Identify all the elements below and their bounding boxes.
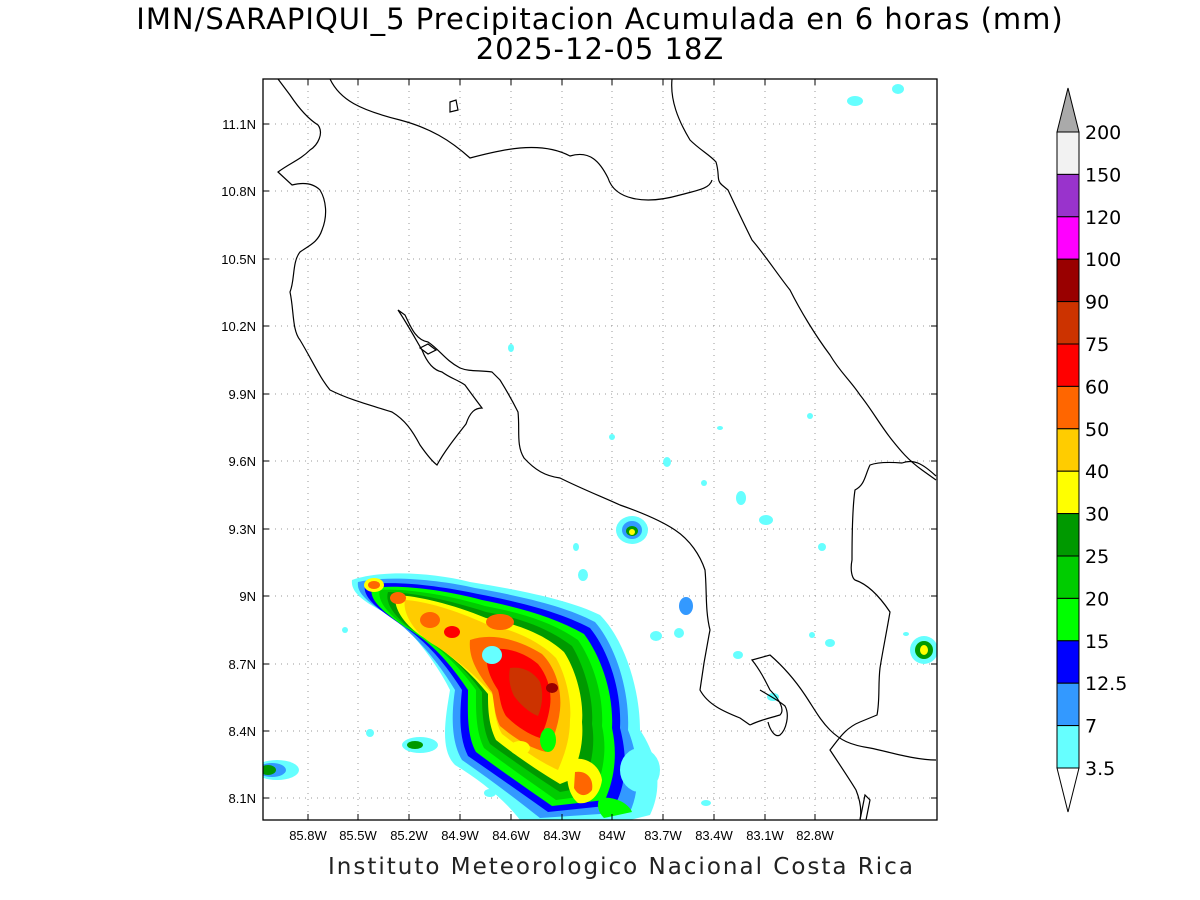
x-tick-label: 84W <box>599 828 626 843</box>
y-tick-label: 10.5N <box>221 252 256 267</box>
x-tick-label: 84.6W <box>492 828 530 843</box>
colorbar-label: 12.5 <box>1085 673 1127 695</box>
rain-cluster-south <box>351 573 658 820</box>
colorbar-under-arrow <box>1056 767 1080 813</box>
colorbar-swatch <box>1056 131 1080 175</box>
x-tick-label: 83.7W <box>644 828 682 843</box>
y-tick-label: 9.3N <box>229 522 256 537</box>
colorbar-label: 120 <box>1085 207 1121 229</box>
plot-frame <box>262 78 938 821</box>
colorbar-swatch <box>1056 725 1080 769</box>
y-tick-label: 9.9N <box>229 387 256 402</box>
x-tick-label: 84.3W <box>543 828 581 843</box>
caribbean-coast <box>671 79 937 481</box>
colorbar-label: 90 <box>1085 292 1109 314</box>
x-tick-label: 82.8W <box>796 828 834 843</box>
nicaragua-border <box>329 79 713 201</box>
colorbar-label: 20 <box>1085 588 1109 610</box>
map-subtitle: 2025-12-05 18Z <box>475 32 725 66</box>
y-tick-label: 8.7N <box>229 657 256 672</box>
lake-shore <box>449 99 459 113</box>
colorbar-label: 7 <box>1085 716 1097 738</box>
map-title: IMN/SARAPIQUI_5 Precipitacion Acumulada … <box>136 2 1064 36</box>
gulf-dulce-coast <box>759 689 788 737</box>
colorbar-swatch <box>1056 385 1080 430</box>
colorbar-label: 25 <box>1085 546 1109 568</box>
colorbar-label: 75 <box>1085 334 1109 356</box>
colorbar-swatch <box>1056 301 1080 345</box>
x-tick-label: 85.2W <box>390 828 428 843</box>
colorbar-swatch <box>1056 640 1080 684</box>
colorbar: 200 150 120 100 90 75 60 50 40 30 25 20 15 12.5 7 3.5 <box>1056 87 1127 813</box>
colorbar-swatch <box>1056 555 1080 599</box>
x-axis: 85.8W 85.5W 85.2W 84.9W 84.6W 84.3W 84W 83.7W 83… <box>289 79 835 843</box>
y-axis: 11.1N 10.8N 10.5N 10.2N 9.9N 9.6N 9.3N 9N 8.7N 8.… <box>221 117 937 806</box>
y-tick-label: 10.8N <box>221 184 256 199</box>
colorbar-swatch <box>1056 470 1080 515</box>
coastlines <box>277 79 937 820</box>
colorbar-label: 60 <box>1085 376 1109 398</box>
x-tick-label: 85.8W <box>289 828 327 843</box>
colorbar-label: 100 <box>1085 249 1121 271</box>
colorbar-label: 3.5 <box>1085 758 1115 780</box>
colorbar-label: 150 <box>1085 164 1121 186</box>
y-tick-label: 8.1N <box>229 791 256 806</box>
y-tick-label: 9N <box>239 589 256 604</box>
colorbar-label: 40 <box>1085 461 1109 483</box>
colorbar-over-arrow <box>1056 87 1080 133</box>
y-tick-label: 10.2N <box>221 319 256 334</box>
colorbar-swatch <box>1056 682 1080 727</box>
colorbar-swatch <box>1056 343 1080 387</box>
x-tick-label: 83.1W <box>746 828 784 843</box>
colorbar-label: 200 <box>1085 122 1121 144</box>
colorbar-swatch <box>1056 216 1080 260</box>
colorbar-swatch <box>1056 173 1080 218</box>
y-tick-label: 9.6N <box>229 454 256 469</box>
x-tick-label: 84.9W <box>441 828 479 843</box>
osa-coast <box>749 654 937 761</box>
colorbar-swatch <box>1056 513 1080 557</box>
colorbar-swatch <box>1056 428 1080 472</box>
y-tick-label: 8.4N <box>229 724 256 739</box>
north-coast <box>277 79 751 726</box>
nicoya-island <box>418 343 438 355</box>
x-tick-label: 83.4W <box>695 828 733 843</box>
colorbar-swatch <box>1056 597 1080 642</box>
panama-border <box>829 460 937 820</box>
precipitation-field <box>263 84 937 820</box>
colorbar-label: 30 <box>1085 504 1109 526</box>
colorbar-label: 50 <box>1085 419 1109 441</box>
rain-cells-isolated <box>263 84 937 806</box>
southern-tip <box>859 793 871 820</box>
x-tick-label: 85.5W <box>339 828 377 843</box>
y-tick-label: 11.1N <box>222 117 256 132</box>
colorbar-swatch <box>1056 258 1080 303</box>
colorbar-label: 15 <box>1085 631 1109 653</box>
footer-credit: Instituto Meteorologico Nacional Costa R… <box>328 854 915 880</box>
